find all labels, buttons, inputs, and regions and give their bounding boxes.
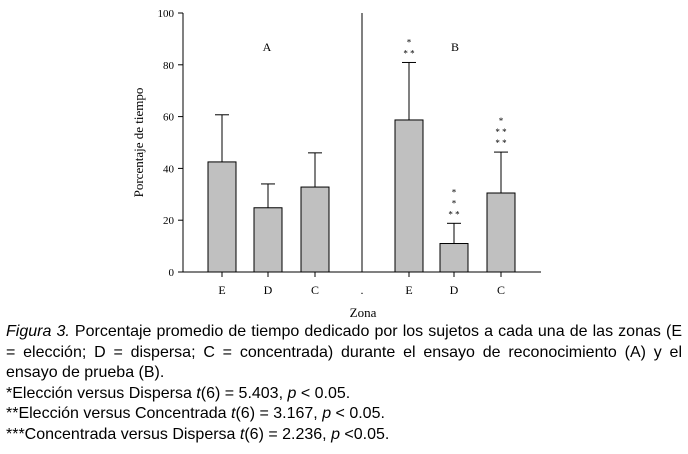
significance-marker-B-C: * * * * * [495, 116, 507, 148]
y-axis-label: Porcentaje de tiempo [131, 88, 146, 198]
separator-tick-label: . [361, 283, 364, 297]
x-tick-label-A-C: C [311, 283, 319, 297]
group-label-B: B [451, 40, 459, 54]
figure-caption: Figura 3. Porcentaje promedio de tiempo … [6, 322, 682, 445]
significance-line: * * [495, 127, 507, 137]
x-tick-label-A-D: D [264, 283, 273, 297]
caption-note-2: **Elección versus Concentrada t(6) = 3.1… [6, 405, 385, 422]
caption-main: Figura 3. Porcentaje promedio de tiempo … [6, 322, 682, 384]
significance-line: * * [495, 138, 507, 148]
bar-B-C [486, 192, 516, 273]
y-tick-label-20: 20 [163, 215, 175, 227]
significance-marker-B-D: * * * * [448, 187, 460, 219]
y-tick-label-40: 40 [163, 163, 175, 175]
significance-line: * [499, 116, 504, 126]
y-tick-label-60: 60 [163, 112, 175, 124]
caption-figure-label: Figura 3. [6, 323, 70, 340]
bar-A-D [253, 207, 283, 273]
bar-B-D [439, 243, 469, 273]
x-tick-label-B-D: D [450, 283, 459, 297]
caption-note-1: *Elección versus Dispersa t(6) = 5.403, … [6, 384, 351, 402]
x-tick-label-B-C: C [497, 283, 505, 297]
significance-line: * * [403, 48, 415, 58]
y-tick-label-0: 0 [169, 267, 175, 279]
bar-A-E [207, 161, 237, 273]
significance-line: * [452, 198, 457, 208]
bar-chart: 0 20 40 60 80 100 Porcentaje de tiempo Zona. A E D… [131, 8, 541, 318]
significance-marker-B-E: * * * [403, 37, 415, 58]
caption-note-3: ***Concentrada versus Dispersa t(6) = 2.… [6, 425, 390, 443]
x-tick-label-B-E: E [405, 283, 412, 297]
caption-text: Porcentaje promedio de tiempo dedicado p… [6, 323, 682, 381]
significance-line: * [407, 37, 412, 47]
y-tick-label-100: 100 [158, 8, 175, 20]
bar-A-C [300, 186, 330, 273]
significance-line: * [452, 187, 457, 197]
significance-line: * * [448, 209, 460, 219]
x-tick-label-A-E: E [218, 283, 225, 297]
x-axis-label: Zona [350, 305, 377, 318]
group-label-A: A [263, 40, 272, 54]
bar-B-E [394, 119, 424, 273]
y-tick-label-80: 80 [163, 60, 175, 72]
